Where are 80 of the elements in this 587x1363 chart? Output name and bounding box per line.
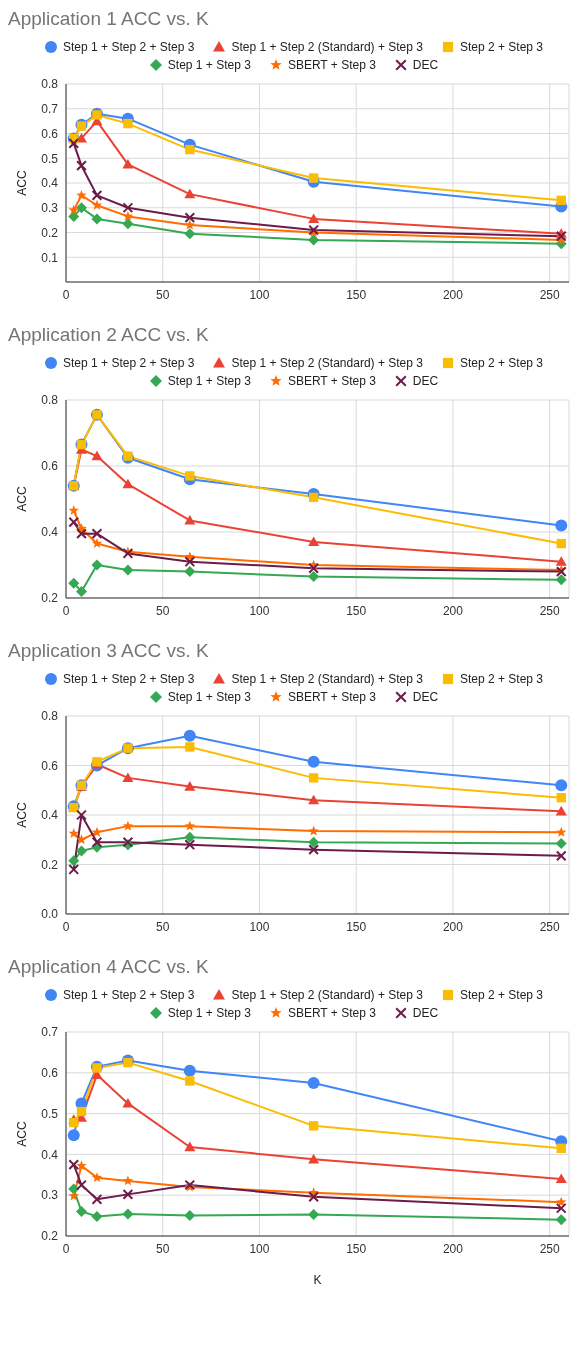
y-tick-label: 0.8 xyxy=(41,709,59,724)
legend-label: Step 2 + Step 3 xyxy=(458,40,543,54)
x-tick-label: 100 xyxy=(249,1241,270,1256)
x-tick-label: 100 xyxy=(249,287,270,302)
y-tick-label: 0.2 xyxy=(41,225,59,240)
legend-label: Step 1 + Step 3 xyxy=(166,690,251,704)
legend-label: Step 1 + Step 3 xyxy=(166,374,251,388)
x-tick-label: 250 xyxy=(539,603,560,618)
x-tick-label: 200 xyxy=(442,919,464,934)
legend-label: SBERT + Step 3 xyxy=(286,58,376,72)
y-tick-label: 0.2 xyxy=(41,857,59,872)
legend-label: Step 1 + Step 2 (Standard) + Step 3 xyxy=(230,988,423,1002)
y-tick-label: 0.5 xyxy=(41,1106,59,1121)
x-tick-label: 100 xyxy=(249,603,270,618)
y-tick-label: 0.8 xyxy=(41,393,59,408)
x-tick-label: 0 xyxy=(62,919,70,934)
legend-label: DEC xyxy=(411,374,439,388)
y-tick-label: 0.5 xyxy=(41,151,59,166)
legend-label: DEC xyxy=(411,58,439,72)
y-tick-label: 0.3 xyxy=(41,1188,59,1203)
legend-label: Step 2 + Step 3 xyxy=(458,672,543,686)
y-tick-label: 0.1 xyxy=(41,250,59,265)
x-tick-label: 150 xyxy=(346,603,367,618)
x-tick-label: 50 xyxy=(156,287,170,302)
chart-title: Application 4 ACC vs. K xyxy=(8,956,210,978)
y-axis-title: ACC xyxy=(15,170,30,196)
y-tick-label: 0.7 xyxy=(41,102,59,117)
y-tick-label: 0.6 xyxy=(41,126,59,141)
y-tick-label: 0.8 xyxy=(41,77,59,92)
legend-label: Step 2 + Step 3 xyxy=(458,988,543,1002)
legend-label: SBERT + Step 3 xyxy=(286,374,376,388)
y-tick-label: 0.7 xyxy=(41,1025,59,1040)
legend-label: Step 1 + Step 2 + Step 3 xyxy=(62,40,195,54)
x-tick-label: 150 xyxy=(346,919,367,934)
chart-title: Application 2 ACC vs. K xyxy=(8,324,210,346)
x-axis-title: K xyxy=(313,1273,322,1287)
x-tick-label: 250 xyxy=(539,287,560,302)
y-axis-title: ACC xyxy=(15,486,30,512)
legend-label: Step 1 + Step 2 (Standard) + Step 3 xyxy=(230,40,423,54)
legend-label: Step 1 + Step 2 + Step 3 xyxy=(62,988,195,1002)
legend-label: Step 1 + Step 3 xyxy=(166,1006,251,1020)
legend-label: Step 2 + Step 3 xyxy=(458,356,543,370)
legend-label: Step 1 + Step 2 + Step 3 xyxy=(62,356,195,370)
legend-label: DEC xyxy=(411,690,439,704)
y-tick-label: 0.4 xyxy=(41,1147,59,1162)
x-tick-label: 0 xyxy=(62,1241,70,1256)
x-tick-label: 200 xyxy=(442,603,464,618)
y-tick-label: 0.6 xyxy=(41,1066,59,1081)
legend-label: Step 1 + Step 3 xyxy=(166,58,251,72)
x-tick-label: 250 xyxy=(539,919,560,934)
x-tick-label: 50 xyxy=(156,919,170,934)
legend-label: DEC xyxy=(411,1006,439,1020)
y-tick-label: 0.6 xyxy=(41,758,59,773)
y-tick-label: 0.6 xyxy=(41,459,59,474)
legend-label: SBERT + Step 3 xyxy=(286,1006,376,1020)
x-tick-label: 50 xyxy=(156,603,170,618)
y-axis-title: ACC xyxy=(15,802,30,828)
x-tick-label: 150 xyxy=(346,287,367,302)
chart-title: Application 3 ACC vs. K xyxy=(8,640,210,662)
x-tick-label: 50 xyxy=(156,1241,170,1256)
x-tick-label: 200 xyxy=(442,1241,464,1256)
x-tick-label: 200 xyxy=(442,287,464,302)
x-tick-label: 0 xyxy=(62,603,70,618)
x-tick-label: 100 xyxy=(249,919,270,934)
x-tick-label: 150 xyxy=(346,1241,367,1256)
x-tick-label: 250 xyxy=(539,1241,560,1256)
x-tick-label: 0 xyxy=(62,287,70,302)
legend-label: Step 1 + Step 2 (Standard) + Step 3 xyxy=(230,356,423,370)
legend-label: Step 1 + Step 2 (Standard) + Step 3 xyxy=(230,672,423,686)
y-tick-label: 0.2 xyxy=(41,1229,59,1244)
y-tick-label: 0.0 xyxy=(41,907,59,922)
y-tick-label: 0.2 xyxy=(41,591,59,606)
legend-label: SBERT + Step 3 xyxy=(286,690,376,704)
legend-label: Step 1 + Step 2 + Step 3 xyxy=(62,672,195,686)
y-tick-label: 0.4 xyxy=(41,176,59,191)
y-tick-label: 0.4 xyxy=(41,525,59,540)
chart-title: Application 1 ACC vs. K xyxy=(8,8,210,30)
y-tick-label: 0.3 xyxy=(41,201,59,216)
y-tick-label: 0.4 xyxy=(41,808,59,823)
y-axis-title: ACC xyxy=(15,1121,30,1147)
